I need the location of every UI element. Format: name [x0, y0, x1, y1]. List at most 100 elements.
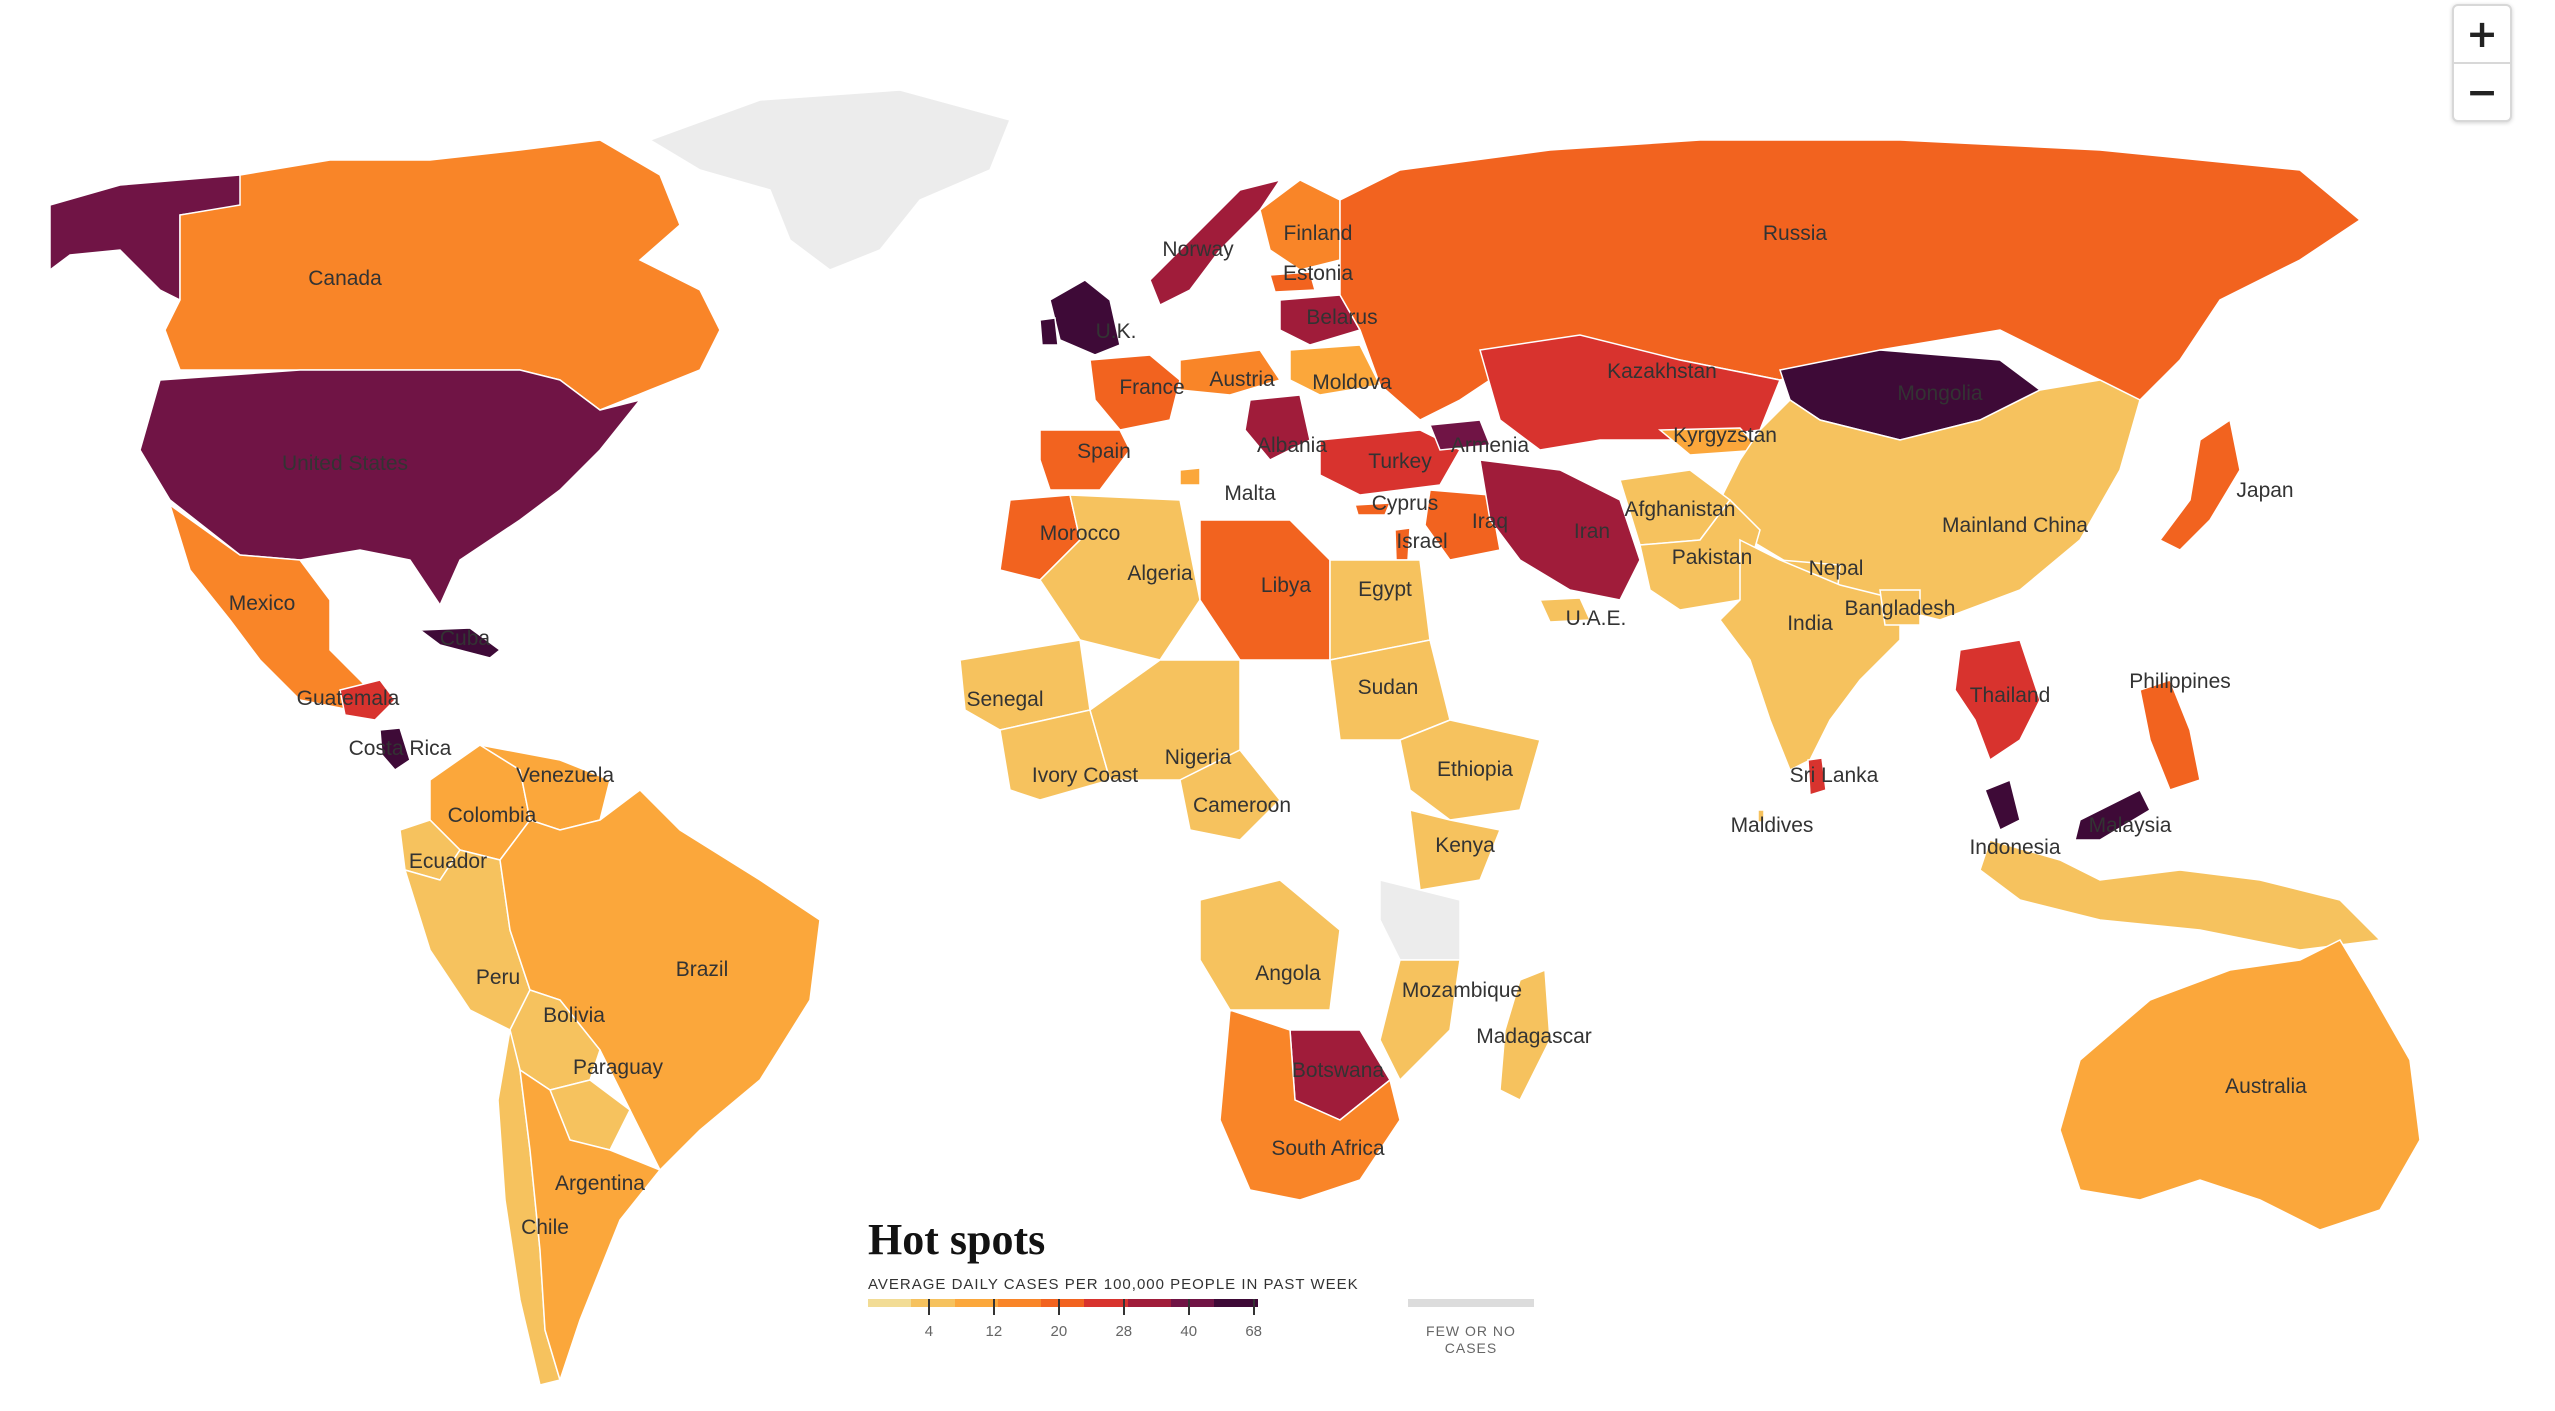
- legend-tick: [1057, 1299, 1060, 1315]
- few-cases-label-line1: FEW OR NO: [1426, 1323, 1516, 1339]
- ramp-swatch: [954, 1299, 998, 1307]
- country-label: Spain: [1077, 440, 1131, 463]
- country-shape[interactable]: [1179, 467, 1201, 486]
- country-shape[interactable]: [1089, 354, 1181, 431]
- country-shape[interactable]: [1244, 394, 1311, 461]
- country-shape[interactable]: [1879, 589, 1921, 626]
- country-shape[interactable]: [379, 727, 411, 771]
- legend-tick-label: 68: [1245, 1323, 1263, 1340]
- country-shape[interactable]: [519, 1068, 662, 1383]
- country-label: Chile: [521, 1216, 569, 1239]
- country-label: Mexico: [229, 592, 296, 615]
- color-ramp: [868, 1299, 1258, 1307]
- country-shape[interactable]: [2059, 939, 2421, 1231]
- country-label: India: [1787, 612, 1833, 635]
- few-cases-swatch: [1408, 1299, 1534, 1307]
- country-shape[interactable]: [2074, 788, 2151, 841]
- country-shape[interactable]: [339, 679, 396, 721]
- country-shape[interactable]: [1424, 489, 1501, 561]
- country-label: Ethiopia: [1437, 758, 1513, 781]
- country-shape[interactable]: [1219, 1008, 1401, 1201]
- country-shape[interactable]: [1719, 538, 1901, 772]
- legend-tick-label: 28: [1115, 1323, 1133, 1340]
- country-shape[interactable]: [1479, 459, 1641, 601]
- country-shape[interactable]: [164, 139, 721, 411]
- country-label: Philippines: [2129, 670, 2231, 693]
- country-shape[interactable]: [1199, 879, 1341, 1011]
- ramp-swatch: [997, 1299, 1042, 1307]
- country-shape[interactable]: [1757, 809, 1765, 823]
- zoom-control: + −: [2452, 4, 2512, 122]
- country-label: U.K.: [1096, 320, 1137, 343]
- country-shape[interactable]: [1179, 749, 1282, 841]
- ramp-swatch: [868, 1299, 912, 1307]
- country-shape[interactable]: [1979, 839, 2382, 951]
- country-shape[interactable]: [1049, 279, 1121, 356]
- country-shape[interactable]: [1039, 494, 1201, 661]
- country-label: Morocco: [1040, 522, 1121, 545]
- country-shape[interactable]: [1039, 429, 1131, 491]
- country-label: Mozambique: [1402, 979, 1522, 1002]
- country-shape[interactable]: [1807, 757, 1827, 797]
- country-label: France: [1119, 376, 1184, 399]
- country-shape[interactable]: [2139, 679, 2201, 791]
- country-shape[interactable]: [1279, 294, 1362, 346]
- country-label: Mainland China: [1942, 514, 2088, 537]
- country-label: Israel: [1396, 530, 1447, 553]
- country-label: Nepal: [1809, 557, 1864, 580]
- country-shape[interactable]: [1289, 344, 1382, 396]
- country-label: Paraguay: [573, 1056, 663, 1079]
- country-label: Senegal: [966, 688, 1043, 711]
- country-label: Ivory Coast: [1032, 764, 1138, 787]
- country-label: Angola: [1255, 962, 1321, 985]
- country-shape[interactable]: [1179, 349, 1282, 396]
- zoom-out-button[interactable]: −: [2454, 62, 2510, 120]
- country-label: Brazil: [676, 958, 729, 981]
- country-label: Bolivia: [543, 1004, 605, 1027]
- country-label: Turkey: [1368, 450, 1432, 473]
- country-label: Madagascar: [1476, 1025, 1592, 1048]
- zoom-in-button[interactable]: +: [2466, 12, 2498, 56]
- country-shape[interactable]: [1984, 778, 2021, 832]
- country-shape[interactable]: [999, 709, 1111, 801]
- legend-tick-label: 20: [1050, 1323, 1068, 1340]
- country-label: Iran: [1574, 520, 1610, 543]
- country-label: Sri Lanka: [1790, 764, 1879, 787]
- greenland-shape: [648, 89, 1012, 271]
- country-shape[interactable]: [2158, 418, 2241, 551]
- country-shape[interactable]: [1538, 597, 1592, 623]
- country-shape[interactable]: [417, 627, 502, 659]
- country-shape[interactable]: [1269, 271, 1316, 293]
- few-cases-label: FEW OR NO CASES: [1408, 1323, 1534, 1357]
- country-shape[interactable]: [1954, 639, 2041, 762]
- country-label: Russia: [1763, 222, 1828, 245]
- country-shape[interactable]: [1039, 317, 1059, 346]
- legend-tick: [1187, 1299, 1190, 1315]
- country-label: Finland: [1284, 222, 1353, 245]
- legend-tick: [1122, 1299, 1125, 1315]
- country-label: Belarus: [1306, 306, 1377, 329]
- country-label: Maldives: [1731, 814, 1814, 837]
- country-label: Argentina: [555, 1172, 645, 1195]
- country-shape[interactable]: [1379, 959, 1461, 1082]
- country-shape[interactable]: [1319, 429, 1462, 496]
- country-label: Malta: [1224, 482, 1276, 505]
- country-label: Colombia: [448, 804, 537, 827]
- country-label: Egypt: [1358, 578, 1412, 601]
- country-label: Botswana: [1292, 1059, 1385, 1082]
- country-shape[interactable]: [1354, 502, 1392, 516]
- country-shape[interactable]: [1409, 809, 1502, 891]
- country-label: Canada: [308, 267, 382, 290]
- country-shape[interactable]: [1428, 419, 1492, 451]
- country-labels: Canada United States Mexico Guatemala Costa …: [229, 222, 2307, 1239]
- country-label: Bangladesh: [1845, 597, 1956, 620]
- country-label: Algeria: [1127, 562, 1193, 585]
- country-shape[interactable]: [1499, 968, 1551, 1102]
- ramp-swatch: [1214, 1299, 1258, 1307]
- country-shape[interactable]: [1399, 719, 1541, 821]
- country-label: Japan: [2236, 479, 2293, 502]
- country-label: Ecuador: [409, 850, 487, 873]
- country-label: Australia: [2225, 1075, 2307, 1098]
- ramp-swatch: [1171, 1299, 1215, 1307]
